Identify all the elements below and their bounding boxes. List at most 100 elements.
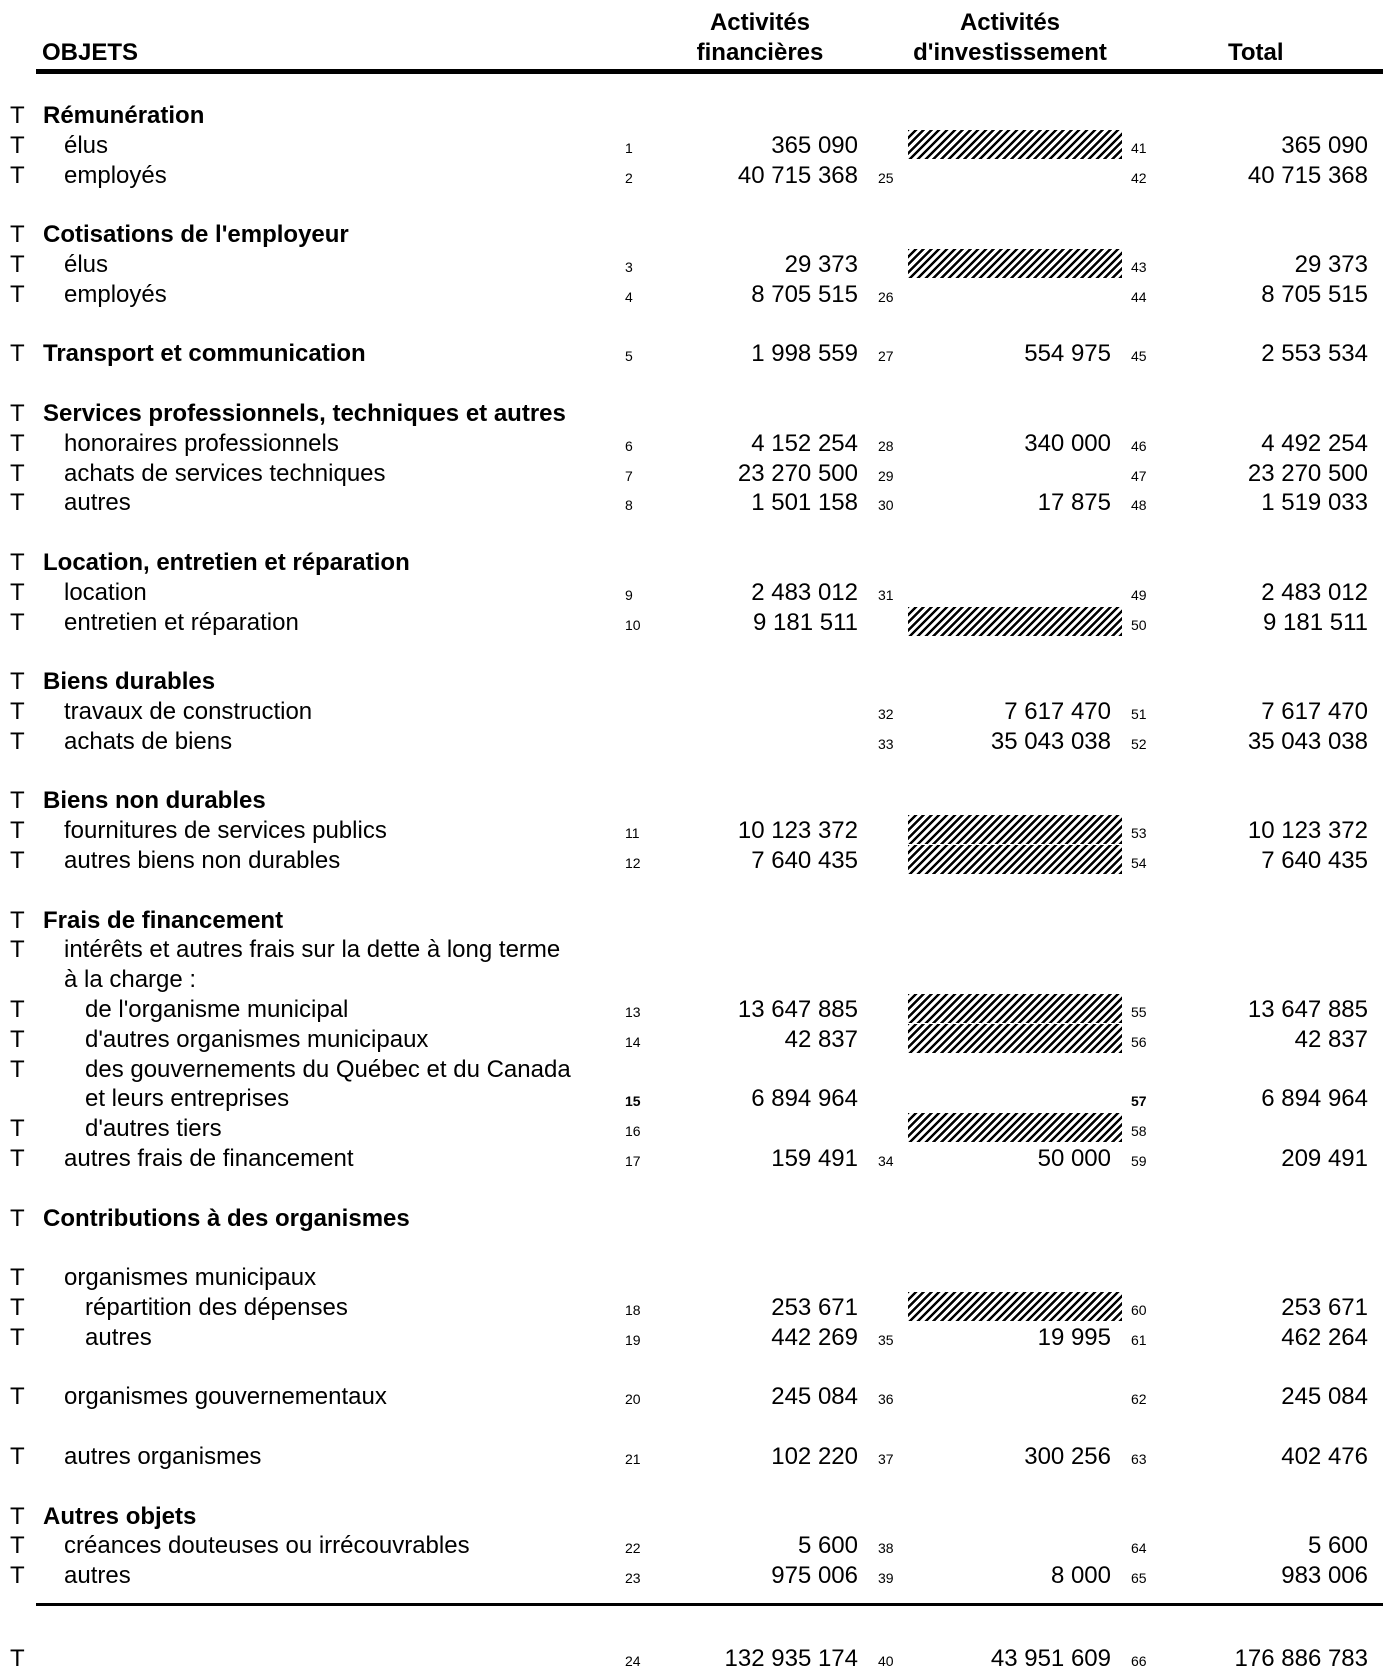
column-header-activites-investissement: Activités d'investissement [890,8,1130,68]
row-label: autres organismes [64,1443,262,1470]
column-header-activites-financieres: Activités financières [660,8,860,68]
line-code: 62 [1131,1391,1147,1408]
activites-financieres-value: 253 671 [771,1294,858,1321]
hatched-cell [908,129,1122,159]
activites-investissement-value: 50 000 [1037,1145,1111,1172]
line-code: 39 [878,1570,894,1587]
spacer-row [0,876,1390,906]
table-row: et leurs entreprises 15 6 894 964 57 6 894 9… [0,1084,1390,1114]
spacer-row [0,1353,1390,1383]
spacer-row [0,1233,1390,1263]
line-code: 59 [1131,1153,1147,1169]
row-label: autres [85,1323,152,1351]
row-label: à la charge : [64,966,197,994]
row-marker: T [10,1502,25,1530]
row-label: et leurs entreprises [85,1085,290,1113]
spacer-row [0,190,1390,220]
spacer-row [0,757,1390,787]
section-title: Biens non durables [43,787,266,815]
activites-financieres-value: 102 220 [771,1443,858,1470]
section-title: Contributions à des organismes [43,1204,410,1232]
activites-investissement-value: 35 043 038 [990,727,1111,755]
row-label: d'autres organismes municipaux [85,1025,429,1053]
activites-financieres-value: 13 647 885 [737,996,858,1023]
total-rule [36,1603,1383,1606]
line-code: 49 [1131,586,1147,603]
activites-financieres-value: 7 640 435 [751,847,858,874]
line-code: 19 [625,1331,641,1348]
row-marker: T [10,221,25,249]
row-marker: T [10,996,25,1023]
total-value: 245 084 [1281,1383,1368,1411]
line-code: 27 [878,348,894,365]
row-marker: T [10,1055,25,1083]
total-value: 365 090 [1281,131,1368,159]
line-code: 29 [878,467,894,484]
line-code: 33 [878,735,894,752]
line-code: 2 [625,169,633,186]
line-code: 38 [878,1540,894,1557]
row-marker: T [10,489,25,517]
line-code: 56 [1131,1033,1147,1050]
column-header-objets: OBJETS [42,39,139,66]
section-title: Transport et communication [43,340,366,368]
row-marker: T [10,1294,25,1321]
section-heading-row: T Cotisations de l'employeur [0,220,1390,250]
row-marker: T [10,161,25,189]
row-label: fournitures de services publics [64,817,387,845]
header-line: financières [696,39,824,66]
line-code: 46 [1131,437,1147,454]
line-code: 5 [625,348,633,365]
total-value: 10 123 372 [1247,817,1368,845]
activites-financieres-value: 159 491 [771,1145,858,1172]
line-code: 43 [1131,259,1147,275]
row-marker: T [10,668,25,696]
section-title: Cotisations de l'employeur [43,221,349,249]
line-code: 57 [1131,1093,1147,1110]
section-title: Services professionnels, techniques et a… [43,400,566,427]
spacer-row [0,1412,1390,1442]
line-code: 41 [1131,139,1147,156]
activites-financieres-value: 5 600 [797,1532,858,1560]
total-value: 253 671 [1281,1294,1368,1321]
hatched-cell [908,1113,1122,1143]
activites-financieres-value: 2 483 012 [751,578,858,606]
line-code: 58 [1131,1123,1147,1140]
total-value: 462 264 [1281,1323,1368,1351]
line-code: 30 [878,497,894,514]
line-code: 44 [1131,288,1147,305]
line-code: 40 [878,1653,894,1669]
header-line: Activités [959,9,1061,36]
total-value: 402 476 [1281,1443,1368,1470]
row-label: employés [64,161,167,189]
total-value: 8 705 515 [1261,280,1368,308]
row-marker: T [10,340,25,368]
activites-financieres-value: 4 152 254 [751,429,858,457]
line-code: 34 [878,1153,894,1169]
header-line: d'investissement [913,39,1107,66]
activites-investissement-value: 17 875 [1037,489,1111,517]
activites-financieres-value: 23 270 500 [737,459,858,487]
section-heading-row: T Biens non durables [0,786,1390,816]
row-label: de l'organisme municipal [85,996,349,1023]
line-code: 7 [625,467,633,484]
row-label: employés [64,280,167,308]
line-code: 23 [625,1570,641,1587]
line-code: 61 [1131,1331,1147,1348]
row-marker: T [10,1645,25,1672]
line-code: 25 [878,169,894,186]
total-activites-financieres: 132 935 174 [724,1645,858,1672]
line-code: 55 [1131,1004,1147,1020]
line-code: 14 [625,1033,641,1050]
